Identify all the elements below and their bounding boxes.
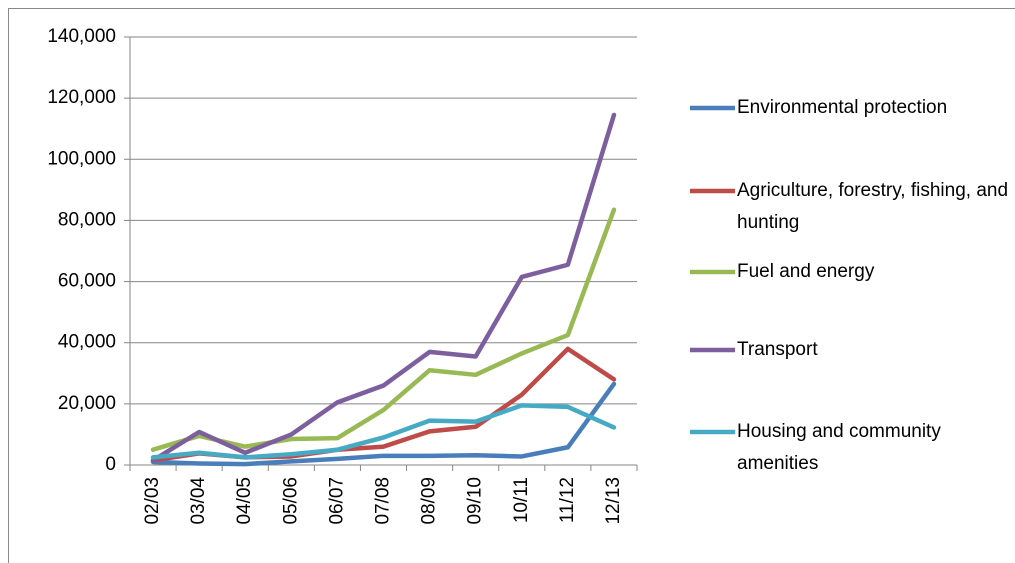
y-tick-label: 80,000 [58,209,116,230]
x-tick-label: 07/08 [373,477,394,525]
x-tick-label: 10/11 [511,477,532,523]
legend-label: Transport [737,339,818,360]
y-tick-label: 140,000 [47,26,116,47]
x-tick-label: 03/04 [188,477,209,525]
series-line [150,403,617,460]
y-tick-label: 20,000 [58,393,116,414]
series-line [150,207,617,452]
x-tick-label: 06/07 [326,477,347,525]
legend-label: Agriculture, forestry, fishing, and hunt… [737,180,1009,233]
x-tick-label: 11/12 [557,477,578,523]
x-tick-label: 05/06 [280,477,301,525]
y-tick-label: 60,000 [58,271,116,292]
legend-label: Fuel and energy [737,261,875,282]
chart-border [8,8,1015,563]
y-tick-label: 120,000 [47,87,116,108]
y-tick-label: 40,000 [58,332,116,353]
x-tick-label: 12/13 [603,477,624,525]
x-tick-label: 08/09 [419,477,440,525]
legend-label: Housing and community amenities [737,421,941,474]
series-line [150,112,617,463]
x-tick-label: 02/03 [142,477,163,525]
x-tick-label: 04/05 [234,477,255,525]
y-tick-label: 100,000 [47,148,116,169]
x-tick-label: 09/10 [465,477,486,525]
y-tick-label: 0 [105,454,116,475]
series-line [150,381,617,467]
legend-label: Environmental protection [737,97,948,118]
